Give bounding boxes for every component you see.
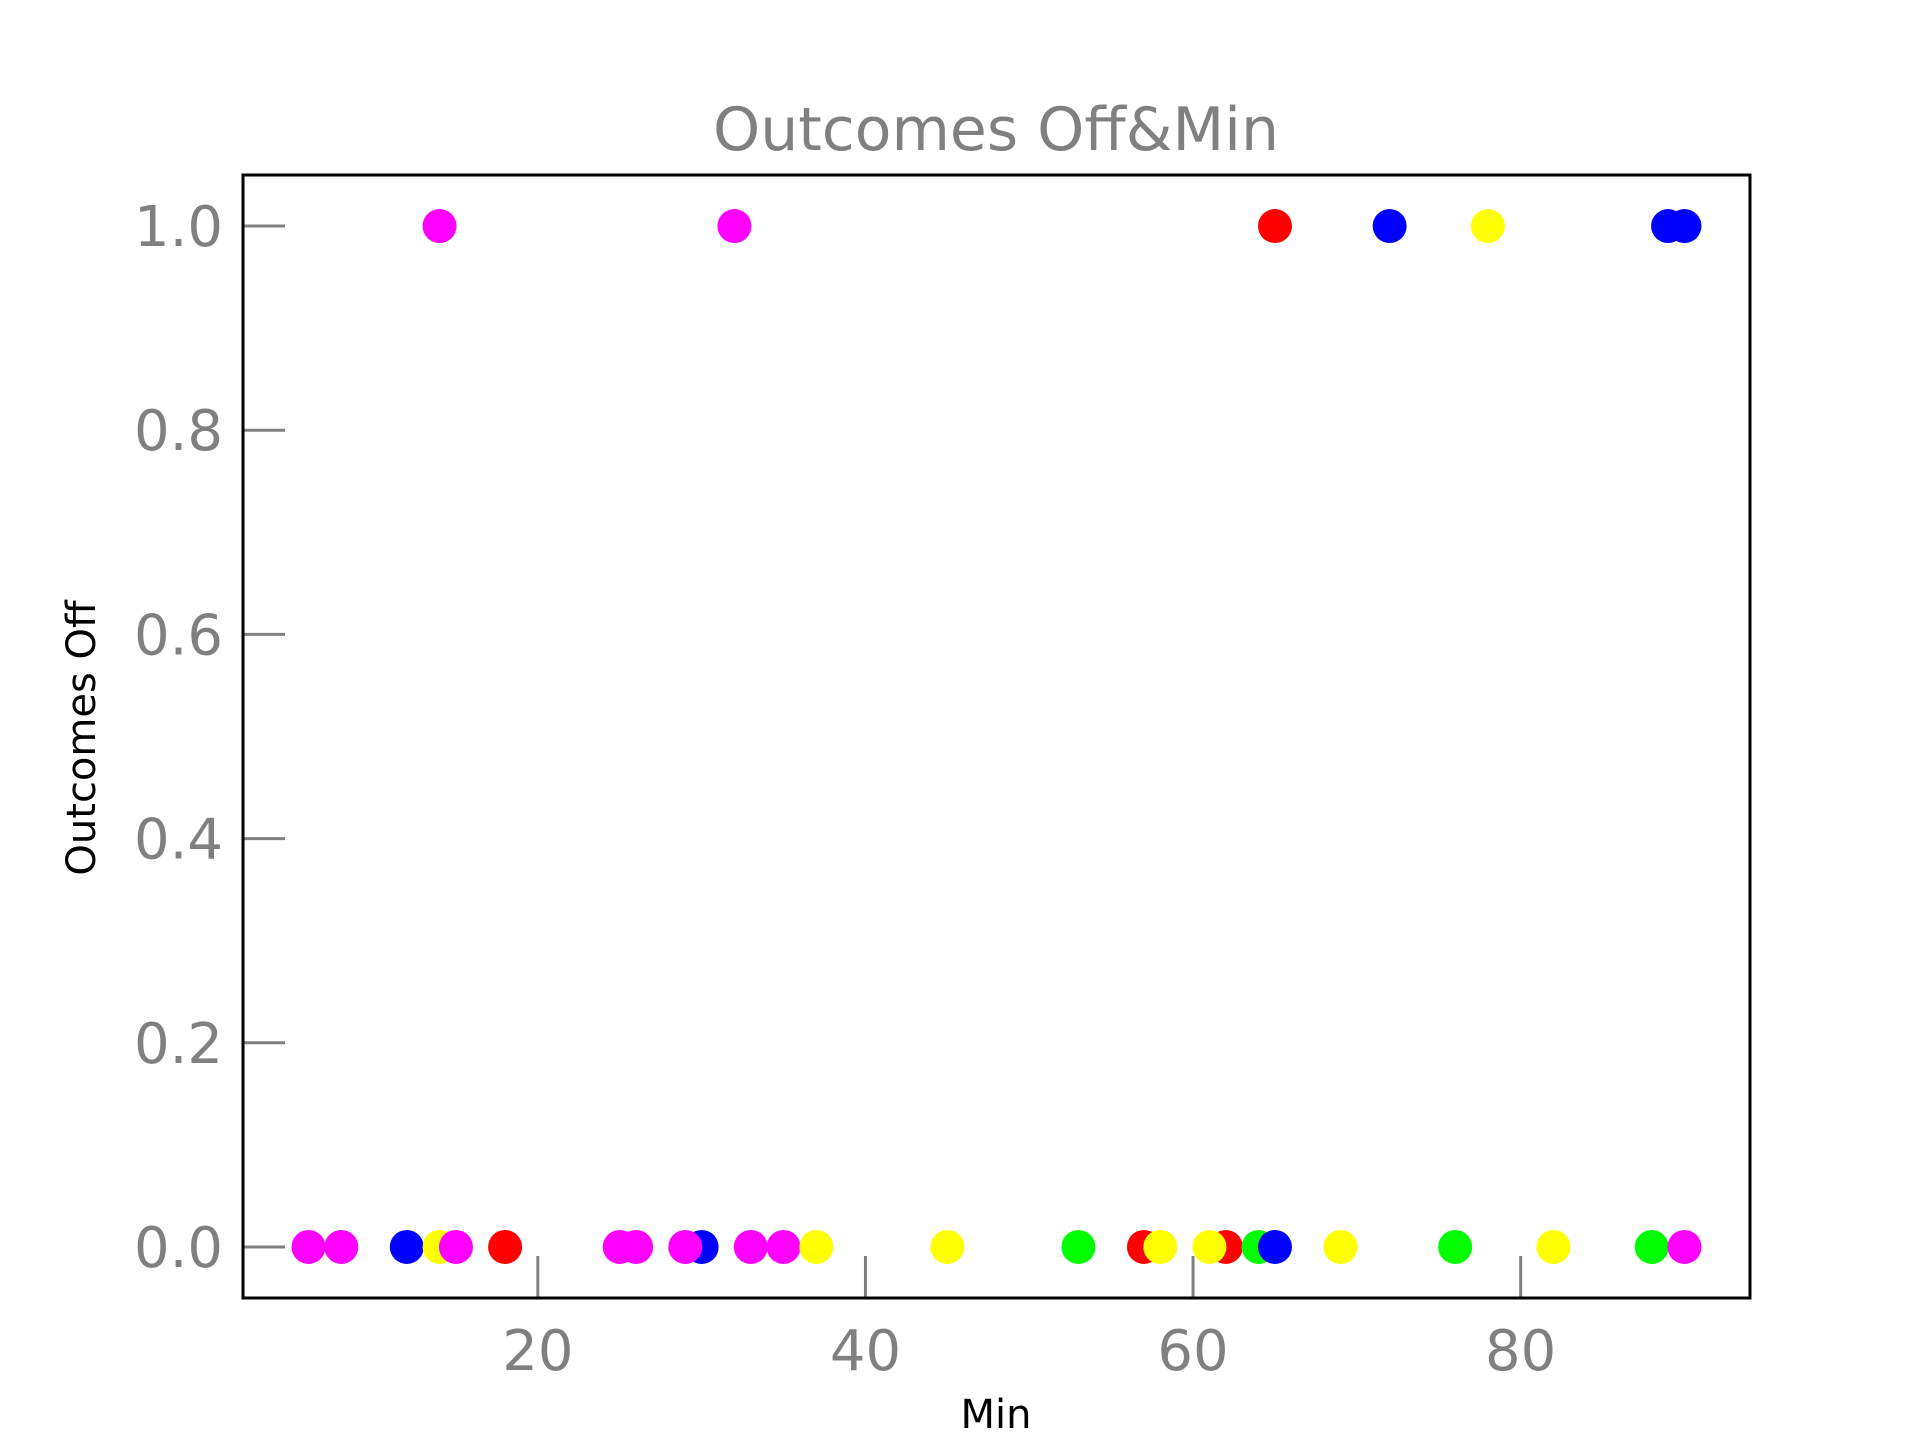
data-point — [1372, 209, 1407, 244]
data-point — [668, 1229, 703, 1264]
x-tick-label: 80 — [1485, 1319, 1556, 1384]
x-axis-label: Min — [961, 1392, 1032, 1438]
data-point — [291, 1229, 326, 1264]
data-point — [1667, 1229, 1702, 1264]
y-tick-label: 1.0 — [134, 195, 223, 260]
x-tick-label: 40 — [830, 1319, 901, 1384]
data-point — [438, 1229, 473, 1264]
data-point — [733, 1229, 768, 1264]
x-tick-label: 20 — [502, 1319, 573, 1384]
data-point — [1536, 1229, 1571, 1264]
data-point — [324, 1229, 359, 1264]
data-point — [1470, 209, 1505, 244]
data-point — [422, 209, 457, 244]
data-point — [1257, 1229, 1292, 1264]
data-point — [1323, 1229, 1358, 1264]
data-point — [389, 1229, 424, 1264]
data-point — [1667, 209, 1702, 244]
y-tick-label: 0.2 — [134, 1012, 223, 1077]
data-point — [1192, 1229, 1227, 1264]
y-tick-label: 0.4 — [134, 808, 223, 873]
data-point — [1257, 209, 1292, 244]
data-point — [1634, 1229, 1669, 1264]
x-tick-label: 60 — [1157, 1319, 1228, 1384]
tick-layer: 20 40 60 80 0.0 0.2 0.4 0.6 0.8 1.0 — [134, 195, 1556, 1384]
data-point — [1143, 1229, 1178, 1264]
y-tick-label: 0.0 — [134, 1216, 223, 1281]
data-point — [799, 1229, 834, 1264]
data-point — [717, 209, 752, 244]
chart-title: Outcomes Off&Min — [713, 95, 1279, 165]
data-point — [766, 1229, 801, 1264]
y-tick-label: 0.6 — [134, 603, 223, 668]
data-point — [930, 1229, 965, 1264]
y-tick-label: 0.8 — [134, 399, 223, 464]
data-point — [619, 1229, 654, 1264]
data-point — [488, 1229, 523, 1264]
points-layer — [291, 209, 1702, 1264]
data-point — [1438, 1229, 1473, 1264]
data-point — [1061, 1229, 1096, 1264]
y-axis-label: Outcomes Off — [59, 599, 105, 876]
plot-area-frame — [241, 173, 1752, 1300]
